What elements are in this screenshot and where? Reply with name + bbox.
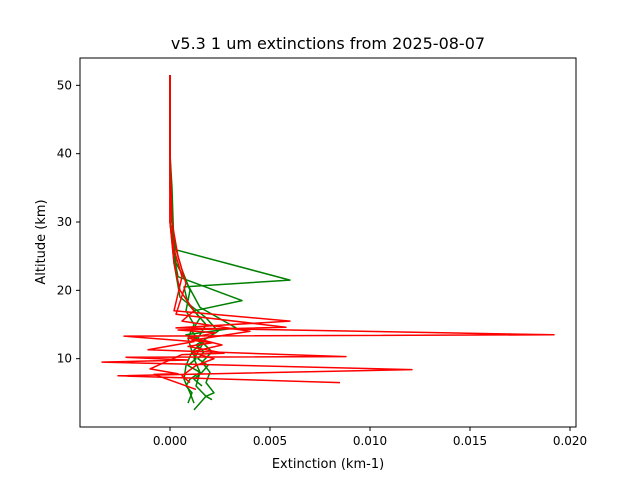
plot-area bbox=[79, 57, 577, 428]
y-tick-label: 40 bbox=[57, 147, 72, 161]
y-tick-label: 20 bbox=[57, 283, 72, 297]
series-line-red-7 bbox=[169, 75, 287, 384]
series-layer bbox=[101, 75, 555, 411]
x-tick-label: 0.020 bbox=[553, 434, 587, 448]
x-tick-label: 0.005 bbox=[253, 434, 287, 448]
axes-frame bbox=[79, 57, 577, 428]
y-tick-label: 10 bbox=[57, 352, 72, 366]
x-axis-ticks: 0.000 0.005 0.010 0.015 0.020 bbox=[153, 427, 587, 448]
y-axis-label: Altitude (km) bbox=[34, 199, 49, 284]
x-tick-label: 0.000 bbox=[153, 434, 187, 448]
y-tick-label: 30 bbox=[57, 215, 72, 229]
y-tick-label: 50 bbox=[57, 78, 72, 92]
series-line-red-8 bbox=[149, 75, 251, 391]
x-axis-label: Extinction (km-1) bbox=[272, 457, 384, 472]
chart-title: v5.3 1 um extinctions from 2025-08-07 bbox=[171, 34, 485, 53]
y-axis-ticks: 10 20 30 40 50 bbox=[57, 78, 80, 366]
x-tick-label: 0.010 bbox=[353, 434, 387, 448]
x-tick-label: 0.015 bbox=[453, 434, 487, 448]
series-line-red-6 bbox=[101, 75, 555, 384]
